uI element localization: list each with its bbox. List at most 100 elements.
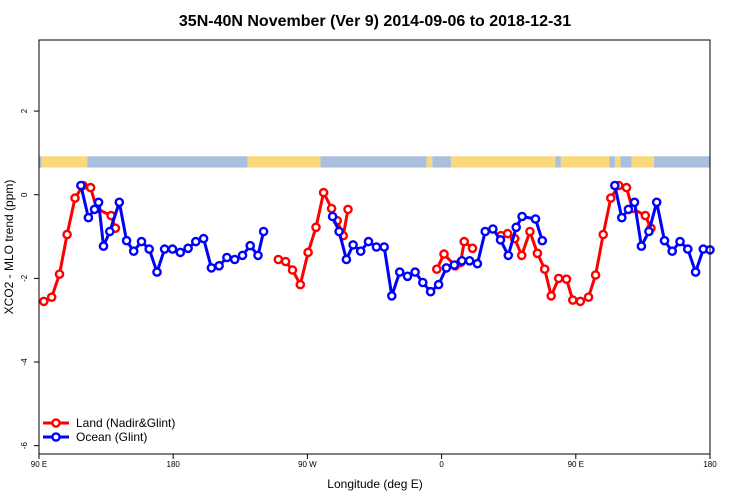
strip-land-segment xyxy=(614,156,621,168)
legend: Land (Nadir&Glint)Ocean (Glint) xyxy=(43,416,175,444)
data-point xyxy=(439,249,449,259)
data-point xyxy=(495,235,506,245)
x-tick-label: 90 W xyxy=(298,460,317,469)
strip-land-segment xyxy=(631,156,655,168)
data-point xyxy=(690,267,701,277)
strip-land-segment xyxy=(426,156,433,168)
data-point xyxy=(54,269,65,280)
data-point xyxy=(530,214,541,224)
data-point xyxy=(46,292,57,303)
data-point xyxy=(237,250,248,261)
y-tick-label: -2 xyxy=(20,274,29,282)
data-point xyxy=(532,248,543,259)
y-tick-label: 0 xyxy=(20,192,29,197)
data-point xyxy=(606,193,616,203)
series-line xyxy=(331,215,544,298)
series-line xyxy=(500,184,653,303)
data-point xyxy=(144,244,154,254)
data-point xyxy=(480,226,491,237)
data-point xyxy=(245,240,255,251)
chart-title: 35N-40N November (Ver 9) 2014-09-06 to 2… xyxy=(179,13,571,30)
x-tick-label: 0 xyxy=(439,460,444,469)
data-point xyxy=(621,182,632,193)
data-point xyxy=(537,235,548,246)
data-point xyxy=(175,247,186,258)
data-point xyxy=(472,258,483,269)
data-point xyxy=(464,255,475,266)
data-point xyxy=(62,229,72,240)
data-point xyxy=(502,228,513,239)
data-point xyxy=(152,267,162,277)
legend-marker xyxy=(51,432,61,442)
data-point xyxy=(590,270,601,280)
data-point xyxy=(303,247,313,258)
data-point xyxy=(623,204,634,215)
strip-ocean-segment xyxy=(39,156,42,168)
y-tick-label: -6 xyxy=(20,442,29,450)
data-point xyxy=(85,182,96,193)
data-point xyxy=(128,246,139,256)
strip-ocean-segment xyxy=(609,156,615,168)
data-point xyxy=(343,204,353,215)
strip-land-segment xyxy=(560,156,610,168)
y-axis: -6 -4 -2 0 2 xyxy=(20,108,39,449)
data-point xyxy=(222,252,232,263)
data-point xyxy=(198,233,209,244)
data-point xyxy=(355,246,366,256)
data-point xyxy=(583,292,594,303)
data-point xyxy=(598,229,609,240)
data-point xyxy=(431,264,442,275)
data-point xyxy=(644,226,654,237)
data-point xyxy=(167,244,178,254)
data-point xyxy=(659,235,670,246)
data-point xyxy=(295,279,306,290)
strip-ocean-segment xyxy=(654,156,710,168)
x-tick-label: 90 E xyxy=(31,460,47,469)
data-point xyxy=(386,291,397,301)
series-layer xyxy=(39,180,715,307)
data-point xyxy=(76,180,86,191)
data-point xyxy=(459,236,470,247)
legend-label: Ocean (Glint) xyxy=(76,430,147,444)
series-ocean xyxy=(76,180,715,301)
land-mask-strip xyxy=(39,156,710,168)
data-point xyxy=(371,242,382,252)
data-point xyxy=(651,197,662,208)
x-tick-label: 180 xyxy=(703,460,717,469)
data-point xyxy=(318,187,329,198)
data-point xyxy=(546,291,557,301)
strip-ocean-segment xyxy=(555,156,561,168)
data-point xyxy=(341,254,352,265)
strip-ocean-segment xyxy=(320,156,427,168)
data-point xyxy=(327,211,338,222)
data-point xyxy=(394,267,405,277)
strip-ocean-segment xyxy=(87,156,248,168)
data-point xyxy=(417,277,428,288)
data-point xyxy=(617,212,627,223)
x-tick-label: 180 xyxy=(167,460,181,469)
data-point xyxy=(136,236,147,247)
data-point xyxy=(363,236,374,247)
data-point xyxy=(640,210,651,221)
data-point xyxy=(433,279,444,290)
data-point xyxy=(280,256,291,267)
data-point xyxy=(258,226,269,237)
data-point xyxy=(114,197,125,208)
data-point xyxy=(667,246,678,256)
data-point xyxy=(553,273,564,284)
data-point xyxy=(121,235,132,246)
data-point xyxy=(525,226,535,237)
data-point xyxy=(457,255,467,266)
data-point xyxy=(503,250,514,261)
data-point xyxy=(287,265,298,275)
x-tick-label: 90 E xyxy=(568,460,584,469)
data-point xyxy=(159,244,170,254)
data-point xyxy=(683,244,693,254)
data-point xyxy=(488,224,498,234)
y-axis-label: XCO2 - MLO trend (ppm) xyxy=(2,180,16,315)
data-point xyxy=(348,240,358,250)
data-point xyxy=(190,236,201,247)
data-point xyxy=(636,241,647,251)
series-line xyxy=(43,184,117,303)
